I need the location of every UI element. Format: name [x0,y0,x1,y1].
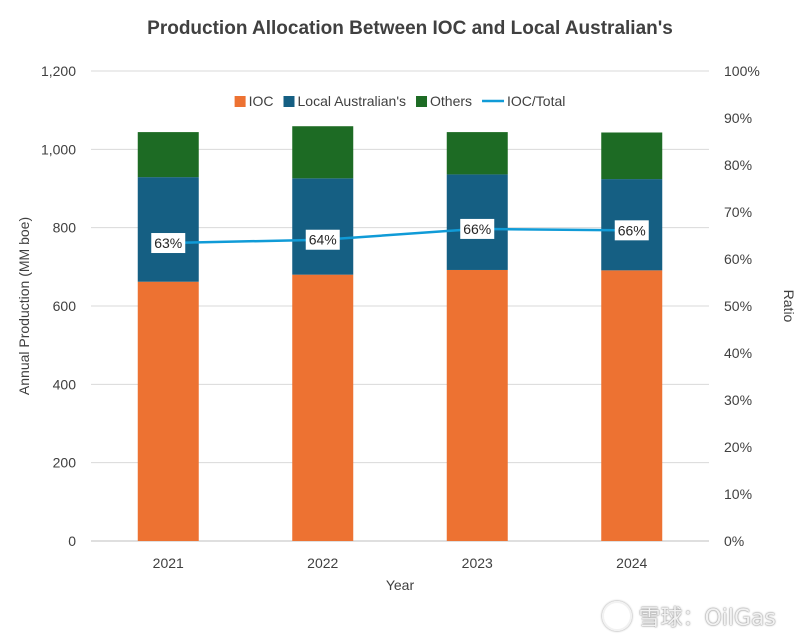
legend-item: IOC/Total [482,93,565,109]
bar-ioc-2022 [292,274,354,541]
bar-others-2021 [137,132,199,178]
y-tick-label: 200 [53,455,77,471]
y-tick-label: 400 [53,376,77,392]
legend-label: Others [430,93,472,109]
y2-tick-label: 80% [724,157,752,173]
data-label: 64% [309,232,337,248]
x-tick-label: 2021 [153,555,184,571]
watermark: 雪球：OilGas [602,600,776,632]
y2-tick-label: 0% [724,533,744,549]
data-label: 66% [463,221,491,237]
legend-item: IOC [234,93,274,109]
bar-local-australian-s-2022 [292,178,354,275]
x-axis-ticks: 2021 2022 2023 2024 [153,555,648,571]
bar-local-australian-s-2021 [137,177,199,282]
bar-others-2024 [601,132,663,180]
data-label-box [460,218,495,239]
x-tick-label: 2024 [616,555,647,571]
legend-swatch [234,96,246,107]
y2-tick-label: 100% [724,63,760,79]
data-label: 66% [618,222,646,238]
data-label-box [151,233,186,254]
legend-item: Others [416,93,472,109]
data-label-box [614,220,649,241]
y-tick-label: 800 [53,220,77,236]
legend-label: Local Australian's [298,93,407,109]
bars [137,126,663,541]
y2-tick-label: 20% [724,439,752,455]
y2-axis-label: Ratio [781,290,797,323]
legend-label: IOC/Total [507,93,565,109]
ioc-total-line [168,227,632,245]
bar-ioc-2023 [446,269,508,541]
y2-tick-label: 50% [724,298,752,314]
x-tick-label: 2023 [462,555,493,571]
y2-axis-ticks: 0% 10% 20% 30% 40% 50% 60% 70% 80% 90% 100% [724,63,760,549]
y2-tick-label: 60% [724,251,752,267]
y2-tick-label: 30% [724,392,752,408]
y2-tick-label: 70% [724,204,752,220]
bar-others-2022 [292,126,354,179]
legend-swatch [416,96,428,107]
y-tick-label: 600 [53,298,77,314]
ratio-line: 63% 64% 66% 66% [151,218,649,254]
x-tick-label: 2022 [307,555,338,571]
y-tick-label: 1,000 [41,141,76,157]
y-tick-label: 1,200 [41,63,76,79]
x-axis-label: Year [386,577,415,593]
chart-title: Production Allocation Between IOC and Lo… [147,18,673,39]
bar-ioc-2021 [137,281,199,541]
y-tick-label: 0 [68,533,76,549]
data-label: 63% [154,235,182,251]
y2-tick-label: 10% [724,486,752,502]
legend-swatch [283,96,295,107]
y-axis-ticks: 0 200 400 600 800 1,000 1,200 [41,63,76,549]
legend-item: Local Australian's [283,93,407,109]
legend: IOC Local Australian's Others IOC/Total [234,93,565,109]
y2-tick-label: 40% [724,345,752,361]
bar-others-2023 [446,132,508,175]
legend-label: IOC [249,93,274,109]
bar-ioc-2024 [601,270,663,541]
y2-tick-label: 90% [724,110,752,126]
data-label-box [305,229,340,250]
watermark-text: 雪球：OilGas [638,606,776,631]
y-axis-label: Annual Production (MM boe) [16,217,32,395]
snowball-logo-icon [602,601,633,631]
